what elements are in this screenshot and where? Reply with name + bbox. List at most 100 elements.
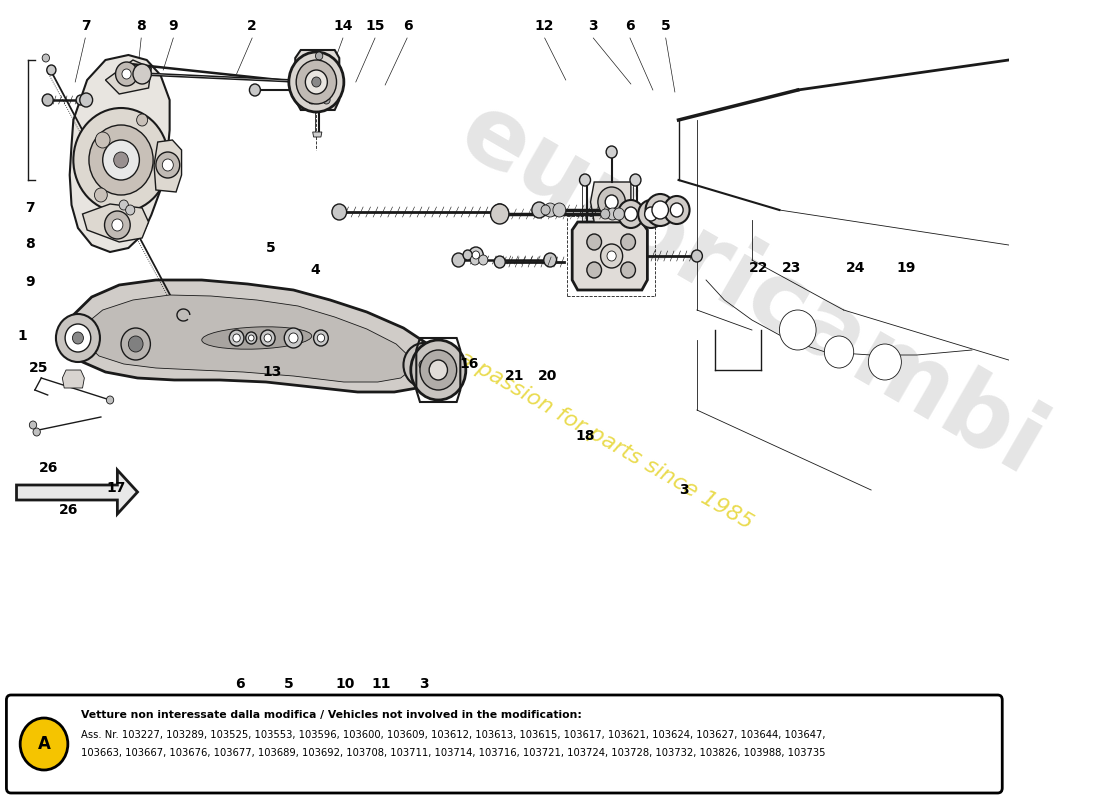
Circle shape xyxy=(420,350,456,390)
Text: 26: 26 xyxy=(59,503,78,518)
Circle shape xyxy=(47,65,56,75)
Circle shape xyxy=(692,250,703,262)
Circle shape xyxy=(494,256,505,268)
Circle shape xyxy=(607,208,618,220)
Circle shape xyxy=(301,66,331,98)
Circle shape xyxy=(65,324,91,352)
Circle shape xyxy=(250,84,261,96)
Text: 6: 6 xyxy=(403,18,412,33)
Circle shape xyxy=(780,310,816,350)
Polygon shape xyxy=(63,370,85,388)
Circle shape xyxy=(630,174,641,186)
Circle shape xyxy=(491,204,509,224)
Circle shape xyxy=(76,95,86,105)
Circle shape xyxy=(638,200,664,228)
Circle shape xyxy=(606,146,617,158)
Circle shape xyxy=(284,328,302,348)
Text: 4: 4 xyxy=(311,263,320,278)
Text: A: A xyxy=(37,735,51,753)
Circle shape xyxy=(670,203,683,217)
Text: 103663, 103667, 103676, 103677, 103689, 103692, 103708, 103711, 103714, 103716, : 103663, 103667, 103676, 103677, 103689, … xyxy=(80,748,825,758)
Polygon shape xyxy=(16,470,138,514)
Circle shape xyxy=(607,251,616,261)
Polygon shape xyxy=(591,182,631,222)
Circle shape xyxy=(587,262,602,278)
Circle shape xyxy=(471,255,480,265)
Text: 23: 23 xyxy=(782,261,802,275)
Circle shape xyxy=(264,334,272,342)
Polygon shape xyxy=(82,204,148,242)
Circle shape xyxy=(308,96,316,104)
Circle shape xyxy=(96,132,110,148)
Circle shape xyxy=(119,200,129,210)
Polygon shape xyxy=(295,50,339,110)
Polygon shape xyxy=(106,60,152,94)
Circle shape xyxy=(129,336,143,352)
Circle shape xyxy=(73,332,84,344)
Circle shape xyxy=(404,343,443,387)
Text: 9: 9 xyxy=(168,18,178,33)
Circle shape xyxy=(112,219,123,231)
Circle shape xyxy=(233,334,240,342)
Ellipse shape xyxy=(201,327,311,349)
Circle shape xyxy=(645,207,658,221)
Circle shape xyxy=(104,211,130,239)
Text: 6: 6 xyxy=(235,677,245,691)
Circle shape xyxy=(30,421,36,429)
Text: 1: 1 xyxy=(18,329,28,343)
Circle shape xyxy=(605,195,618,209)
Circle shape xyxy=(429,360,448,380)
Circle shape xyxy=(245,332,256,344)
Circle shape xyxy=(163,159,174,171)
Text: 10: 10 xyxy=(336,677,354,691)
Circle shape xyxy=(543,203,557,217)
Circle shape xyxy=(136,114,147,126)
Text: 17: 17 xyxy=(107,481,125,495)
Circle shape xyxy=(306,70,328,94)
Circle shape xyxy=(107,396,113,404)
Circle shape xyxy=(314,330,328,346)
Text: 21: 21 xyxy=(505,369,525,383)
Polygon shape xyxy=(72,280,436,392)
Text: 3: 3 xyxy=(419,677,429,691)
Circle shape xyxy=(824,336,854,368)
Text: 16: 16 xyxy=(460,357,478,371)
Circle shape xyxy=(80,93,92,107)
Text: 8: 8 xyxy=(25,237,35,251)
Circle shape xyxy=(614,208,625,220)
Polygon shape xyxy=(312,132,322,137)
Circle shape xyxy=(620,234,636,250)
Circle shape xyxy=(472,251,480,259)
Text: 6: 6 xyxy=(626,18,635,33)
Circle shape xyxy=(646,194,675,226)
Polygon shape xyxy=(572,222,648,290)
Circle shape xyxy=(89,125,153,195)
Text: 12: 12 xyxy=(535,18,554,33)
Circle shape xyxy=(317,334,324,342)
Circle shape xyxy=(156,152,179,178)
Circle shape xyxy=(289,333,298,343)
Circle shape xyxy=(493,204,507,220)
Circle shape xyxy=(601,209,609,219)
Text: 5: 5 xyxy=(661,18,671,33)
Text: 24: 24 xyxy=(846,261,865,275)
Circle shape xyxy=(541,205,550,215)
Text: Vetture non interessate dalla modifica / Vehicles not involved in the modificati: Vetture non interessate dalla modifica /… xyxy=(80,710,582,720)
Text: 11: 11 xyxy=(372,677,390,691)
Circle shape xyxy=(122,69,131,79)
Text: 5: 5 xyxy=(265,241,275,255)
Circle shape xyxy=(42,54,50,62)
Circle shape xyxy=(469,247,483,263)
Circle shape xyxy=(42,94,53,106)
Circle shape xyxy=(412,353,434,377)
Circle shape xyxy=(543,253,557,267)
Circle shape xyxy=(316,52,322,60)
Polygon shape xyxy=(82,295,410,382)
Circle shape xyxy=(478,255,487,265)
Text: 19: 19 xyxy=(896,261,915,275)
Circle shape xyxy=(74,108,168,212)
Circle shape xyxy=(332,204,346,220)
Polygon shape xyxy=(69,55,169,252)
Circle shape xyxy=(531,202,547,218)
Polygon shape xyxy=(154,140,182,192)
